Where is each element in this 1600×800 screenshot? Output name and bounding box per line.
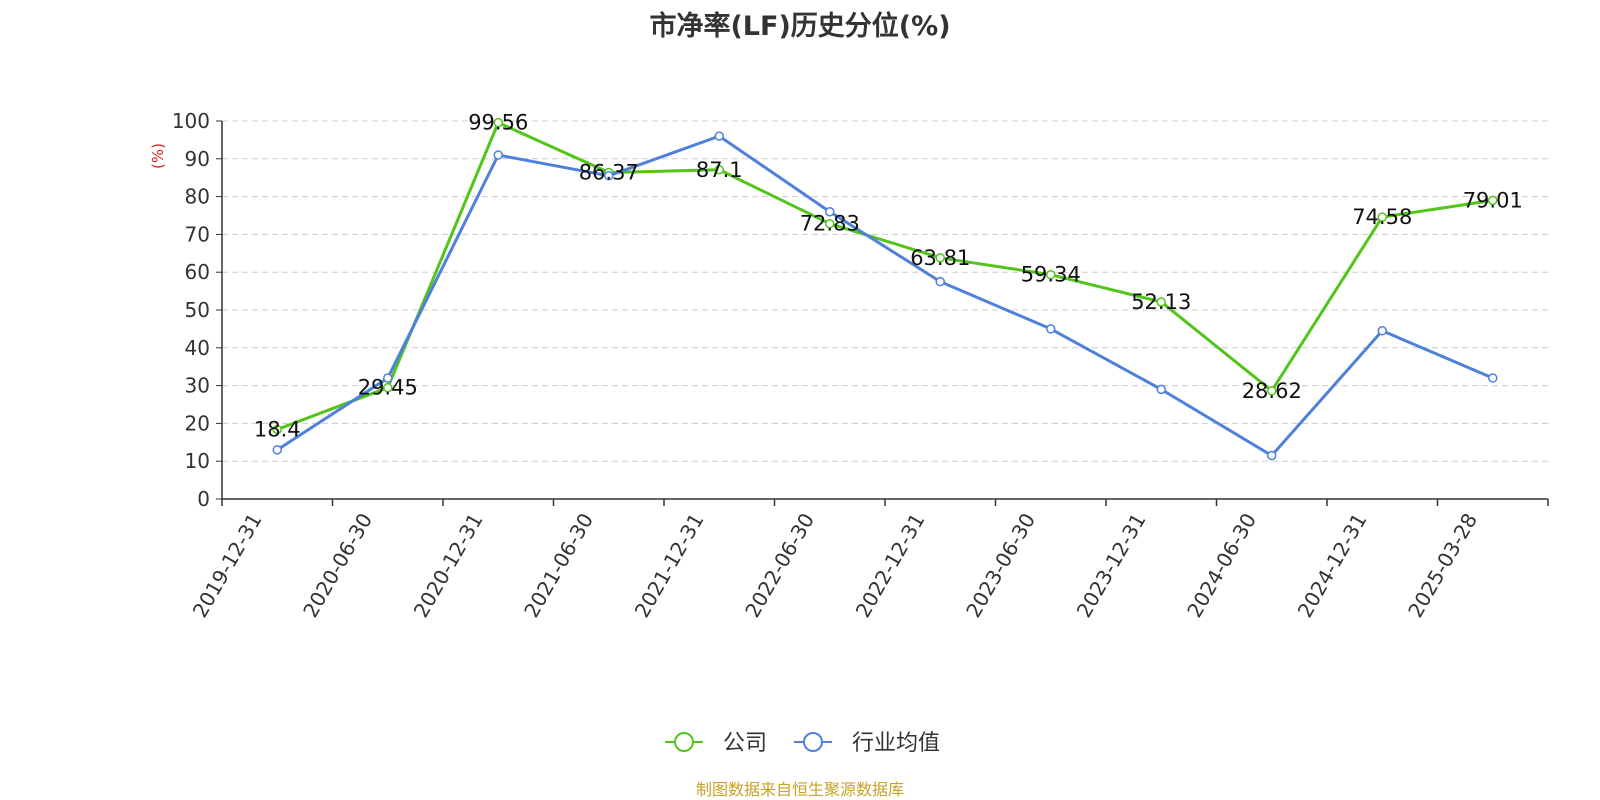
data-label: 29.45 [358, 376, 418, 400]
x-tick-label: 2025-03-28 [1403, 509, 1482, 622]
y-tick-label: 40 [185, 336, 210, 360]
data-point[interactable] [383, 382, 393, 393]
axes: 0 10 20 30 40 50 60 70 80 90 100 (%) 2019-12-31 2020-… [149, 109, 1549, 622]
y-tick-label: 90 [185, 147, 210, 171]
legend-marker-0 [674, 732, 694, 752]
series-lines [272, 117, 1498, 461]
y-tick-label: 80 [185, 185, 210, 209]
data-point[interactable] [825, 218, 835, 229]
x-tick-label: 2019-12-31 [188, 509, 267, 622]
data-point[interactable] [714, 165, 724, 175]
source-note: 制图数据来自恒生聚源数据库 [695, 780, 904, 799]
data-label: 63.81 [910, 246, 970, 270]
data-label: 74.58 [1352, 205, 1412, 229]
data-label: 99.56 [468, 111, 528, 135]
grid-lines [222, 120, 1548, 462]
data-label: 52.13 [1131, 290, 1191, 314]
legend-label-0[interactable]: 公司 [723, 731, 767, 756]
data-label: 79.01 [1463, 188, 1523, 212]
y-axis-title: (%) [149, 143, 167, 169]
data-point[interactable] [1156, 384, 1166, 395]
series-line-0 [276, 121, 1493, 431]
data-point[interactable] [935, 276, 945, 287]
data-point[interactable] [935, 253, 945, 263]
y-tick-label: 100 [172, 109, 210, 133]
x-tick-label: 2020-12-31 [409, 509, 488, 622]
x-tick-label: 2021-12-31 [630, 509, 709, 622]
y-tick-label: 10 [185, 449, 210, 473]
y-tick-label: 30 [185, 374, 210, 398]
x-tick-label: 2022-12-31 [851, 509, 930, 622]
data-point[interactable] [1267, 450, 1277, 461]
data-point[interactable] [1377, 212, 1387, 222]
series-line-1 [276, 134, 1494, 458]
x-tick-label: 2021-06-30 [519, 509, 598, 622]
data-label: 59.34 [1021, 263, 1081, 287]
y-tick-label: 20 [185, 411, 210, 435]
chart-title: 市净率(LF)历史分位(%) [649, 11, 951, 42]
x-tick-label: 2024-06-30 [1182, 509, 1261, 622]
y-tick-label: 50 [185, 298, 210, 322]
data-point[interactable] [1156, 297, 1166, 307]
legend-marker-1 [803, 732, 823, 752]
y-tick-label: 60 [185, 260, 210, 284]
data-label: 87.1 [696, 158, 743, 182]
y-tick-label: 70 [185, 222, 210, 246]
data-point[interactable] [1488, 373, 1498, 383]
x-tick-label: 2023-06-30 [961, 509, 1040, 622]
x-tick-label: 2024-12-31 [1293, 509, 1372, 622]
data-point[interactable] [493, 150, 503, 160]
legend: 公司 行业均值 [665, 731, 940, 756]
y-tick-label: 0 [197, 487, 210, 511]
data-point[interactable] [383, 373, 393, 383]
data-point[interactable] [1377, 326, 1387, 336]
data-point[interactable] [272, 445, 282, 455]
data-point[interactable] [1488, 195, 1498, 206]
data-point[interactable] [604, 171, 614, 181]
data-point[interactable] [825, 206, 835, 217]
x-tick-label: 2020-06-30 [298, 509, 377, 622]
data-point[interactable] [1046, 324, 1056, 334]
data-label: 18.4 [254, 417, 301, 441]
data-labels: 18.4 29.45 99.56 86.37 87.1 72.83 63.81 59.34 52… [254, 111, 1523, 442]
x-tick-label: 2023-12-31 [1072, 509, 1151, 622]
data-point[interactable] [714, 131, 724, 141]
x-tick-label: 2022-06-30 [740, 509, 819, 622]
data-label: 72.83 [800, 212, 860, 236]
data-point[interactable] [1046, 269, 1056, 280]
data-point[interactable] [272, 424, 282, 435]
data-label: 28.62 [1242, 379, 1302, 403]
legend-label-1[interactable]: 行业均值 [852, 731, 940, 756]
data-point[interactable] [493, 117, 503, 128]
data-label: 86.37 [579, 161, 639, 185]
data-point[interactable] [1267, 386, 1277, 396]
